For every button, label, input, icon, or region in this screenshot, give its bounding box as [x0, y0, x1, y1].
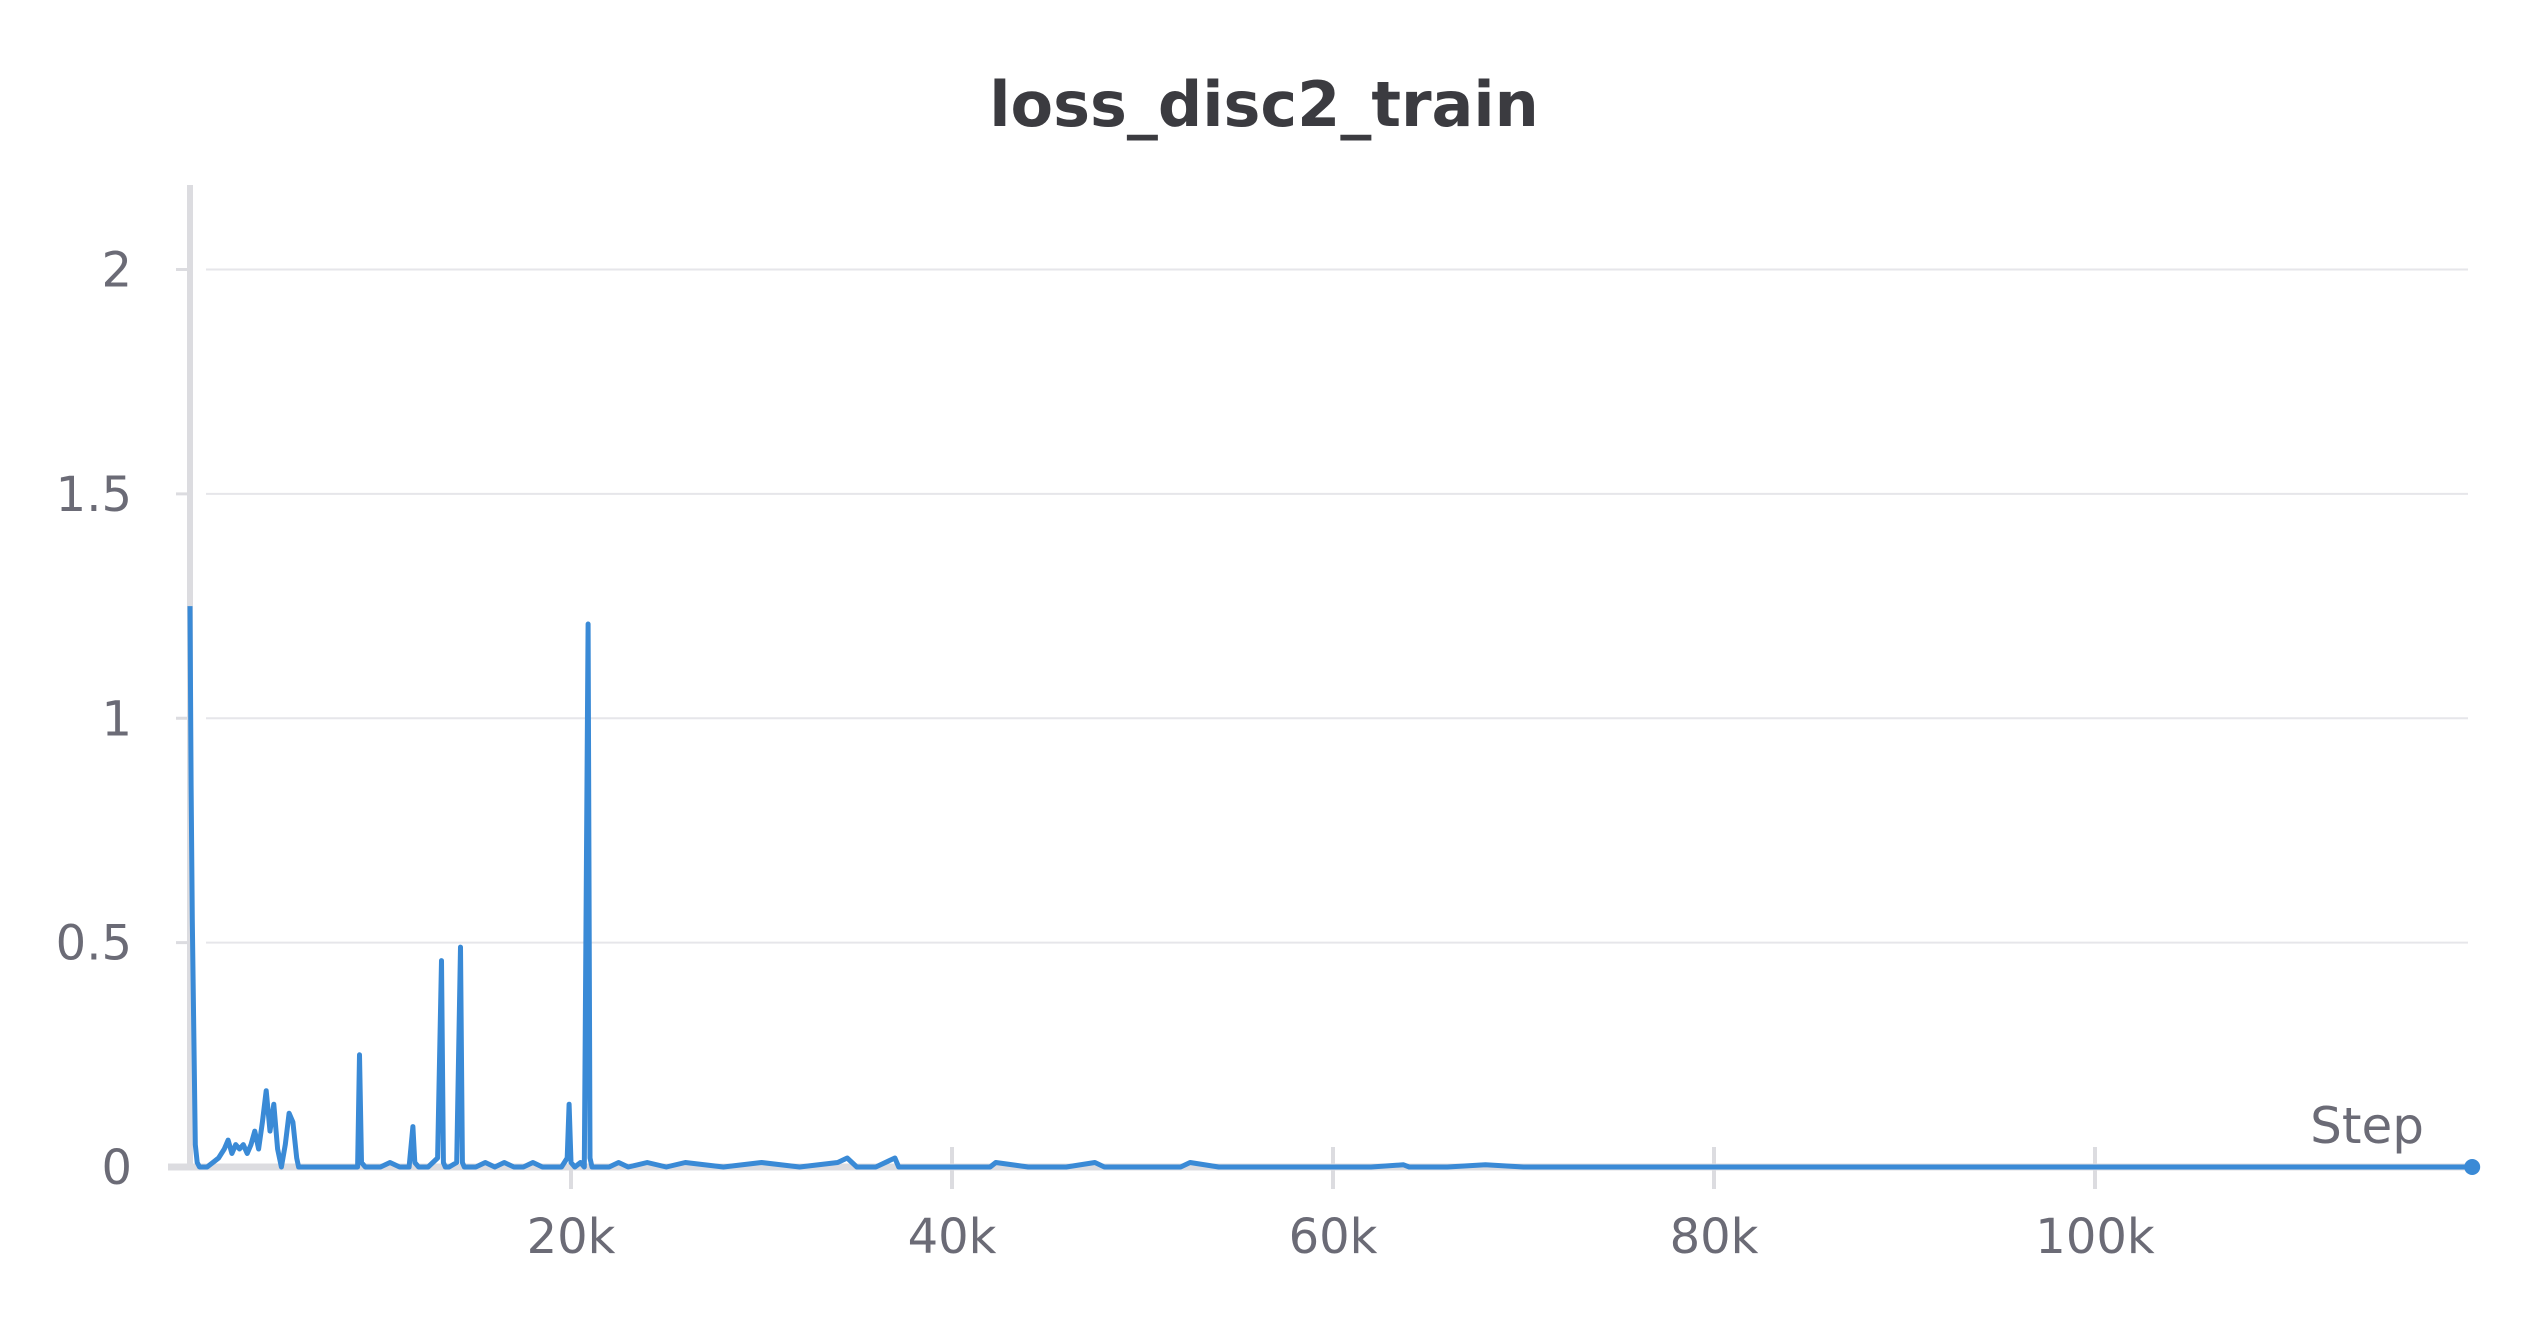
series-line-0[interactable]: [187, 606, 2473, 1170]
x-tick-label: 40k: [908, 1209, 997, 1265]
chart-title: loss_disc2_train: [989, 68, 1539, 141]
y-tick-label: 1.5: [56, 467, 132, 523]
series-end-point[interactable]: [2464, 1159, 2481, 1175]
y-tick-label: 0.5: [56, 916, 132, 972]
y-tick-label: 0: [101, 1140, 132, 1196]
x-tick-label: 100k: [2035, 1209, 2155, 1265]
x-tick-label: 80k: [1670, 1209, 1759, 1265]
x-tick-label: 20k: [527, 1209, 616, 1265]
x-tick-label: 60k: [1289, 1209, 1378, 1265]
y-tick-label: 2: [101, 243, 132, 299]
y-tick-label: 1: [101, 691, 132, 747]
x-axis-title: Step: [2310, 1097, 2424, 1155]
